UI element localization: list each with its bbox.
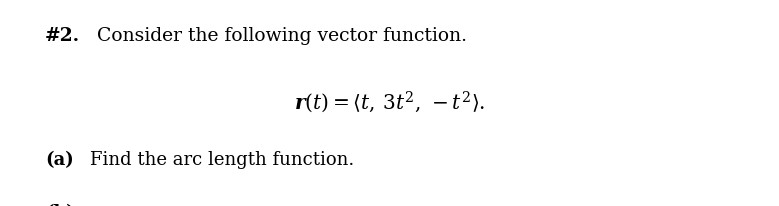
Text: (b): (b) xyxy=(45,204,75,206)
Text: $\boldsymbol{r}(t) = \langle t,\, 3t^2,\,-t^2 \rangle.$: $\boldsymbol{r}(t) = \langle t,\, 3t^2,\… xyxy=(294,90,485,115)
Text: Find the arc length function.: Find the arc length function. xyxy=(90,151,354,169)
Text: Determine the length of the curve for $1 \leq t \leq 3$.: Determine the length of the curve for $1… xyxy=(90,204,518,206)
Text: Consider the following vector function.: Consider the following vector function. xyxy=(97,27,467,45)
Text: #2.: #2. xyxy=(45,27,80,45)
Text: (a): (a) xyxy=(45,151,74,169)
